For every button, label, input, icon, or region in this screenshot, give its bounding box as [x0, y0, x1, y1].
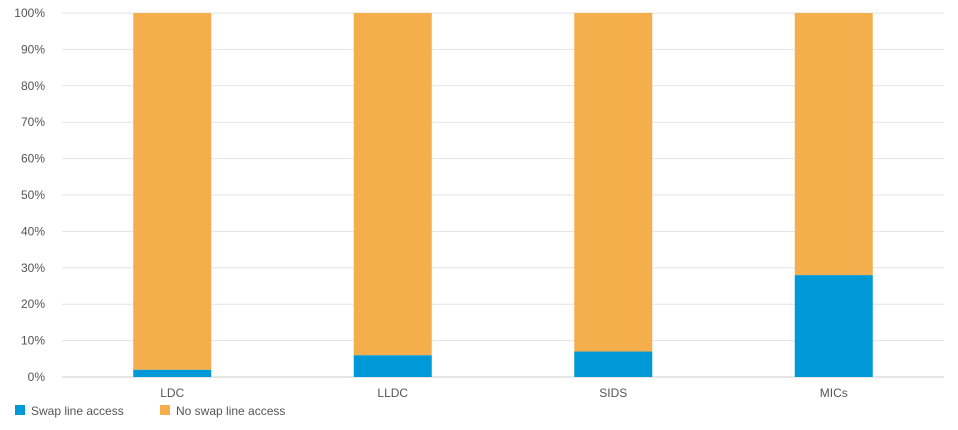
y-tick-label: 70%	[21, 115, 45, 129]
bar-segment	[574, 13, 653, 352]
legend-swatch	[15, 405, 25, 415]
y-tick-label: 30%	[21, 261, 45, 275]
y-tick-label: 60%	[21, 152, 45, 166]
legend-label: Swap line access	[31, 404, 124, 418]
x-tick-label: SIDS	[599, 386, 627, 400]
y-tick-label: 50%	[21, 188, 45, 202]
y-tick-label: 100%	[14, 6, 45, 20]
bar-segment	[574, 351, 653, 377]
legend-swatch	[160, 405, 170, 415]
bars	[133, 13, 873, 377]
y-tick-label: 10%	[21, 334, 45, 348]
bar-segment	[353, 13, 432, 356]
x-axis: LDC LLDC SIDS MICs	[160, 386, 848, 400]
bar-segment	[353, 355, 432, 377]
bar-segment	[794, 13, 873, 276]
y-tick-label: 90%	[21, 42, 45, 56]
bar-segment	[133, 369, 212, 377]
bar-segment	[794, 275, 873, 377]
bar-segment	[133, 13, 212, 370]
legend-label: No swap line access	[176, 404, 285, 418]
y-tick-label: 40%	[21, 224, 45, 238]
x-tick-label: LLDC	[377, 386, 408, 400]
x-tick-label: MICs	[820, 386, 848, 400]
y-tick-label: 80%	[21, 79, 45, 93]
y-axis: 0% 10% 20% 30% 40% 50% 60% 70% 80% 90% 100%	[14, 6, 45, 384]
y-tick-label: 20%	[21, 297, 45, 311]
legend: Swap line access No swap line access	[15, 404, 285, 418]
y-tick-label: 0%	[28, 370, 46, 384]
x-tick-label: LDC	[160, 386, 184, 400]
